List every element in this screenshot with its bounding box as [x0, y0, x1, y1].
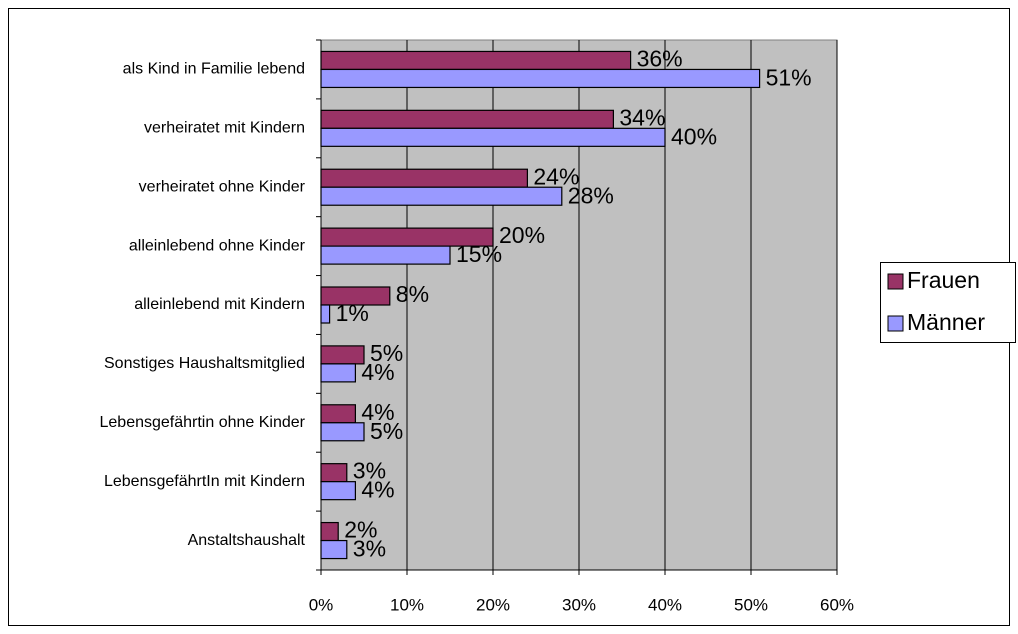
data-label: 34%: [619, 104, 665, 130]
bar: [320, 481, 357, 501]
data-label: 4%: [361, 399, 394, 425]
x-tick-label: 40%: [648, 595, 682, 614]
y-tick-label: alleinlebend ohne Kinder: [129, 237, 306, 254]
bar: [320, 127, 666, 147]
bar: [320, 50, 632, 71]
x-tick-label: 60%: [820, 595, 854, 614]
x-tick-label: 30%: [562, 595, 596, 614]
bar: [320, 363, 357, 383]
x-tick-label: 10%: [390, 595, 424, 614]
data-label: 4%: [361, 477, 394, 503]
legend-swatch: [887, 315, 904, 332]
data-label: 3%: [353, 458, 386, 484]
x-tick-label: 50%: [734, 595, 768, 614]
bar: [320, 68, 761, 89]
legend-label: Männer: [907, 309, 985, 335]
bar: [320, 286, 391, 306]
x-tick-label: 0%: [309, 595, 334, 614]
data-label: 1%: [336, 300, 369, 326]
bar: [320, 422, 365, 442]
bar: [320, 109, 614, 129]
y-tick-label: Anstaltshaushalt: [188, 532, 306, 549]
data-label: 15%: [456, 241, 502, 267]
legend-label: Frauen: [907, 267, 980, 293]
data-label: 4%: [361, 359, 394, 385]
y-tick-label: Lebensgefährtin ohne Kinder: [100, 414, 306, 431]
y-tick-label: als Kind in Familie lebend: [123, 61, 305, 78]
bar: [320, 463, 348, 483]
y-tick-label: verheiratet mit Kindern: [144, 120, 305, 137]
bar: [320, 245, 451, 265]
y-tick-label: Sonstiges Haushaltsmitglied: [104, 355, 305, 372]
data-label: 8%: [396, 281, 429, 307]
bar: [320, 539, 348, 560]
data-label: 36%: [637, 46, 683, 72]
y-tick-label: alleinlebend mit Kindern: [134, 296, 305, 313]
x-tick-label: 20%: [476, 595, 510, 614]
data-label: 2%: [344, 517, 377, 543]
y-tick-label: verheiratet ohne Kinder: [139, 178, 306, 195]
data-label: 3%: [353, 536, 386, 562]
y-tick-label: LebensgefährtIn mit Kindern: [104, 473, 305, 490]
bar: [320, 186, 563, 206]
legend-swatch: [887, 273, 904, 290]
bar: [320, 304, 331, 324]
bar: [320, 168, 528, 188]
data-label: 5%: [370, 340, 403, 366]
bar: [320, 521, 339, 542]
bar: [320, 404, 357, 424]
data-label: 20%: [499, 222, 545, 248]
data-label: 24%: [533, 163, 579, 189]
data-label: 40%: [671, 123, 717, 149]
data-label: 28%: [568, 182, 614, 208]
data-label: 51%: [766, 65, 812, 91]
data-label: 5%: [370, 418, 403, 444]
bar: [320, 345, 365, 365]
